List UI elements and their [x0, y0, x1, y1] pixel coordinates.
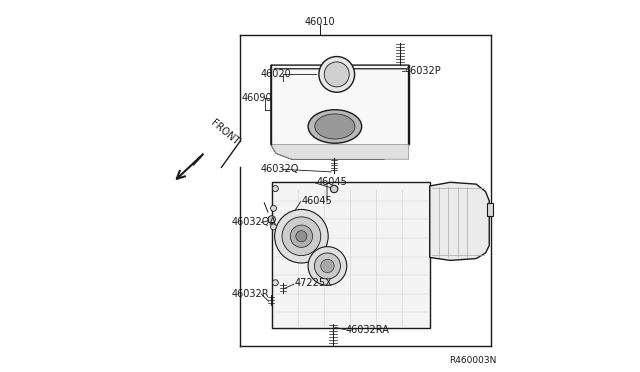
Text: 46045: 46045: [316, 177, 347, 187]
Circle shape: [275, 209, 328, 263]
Polygon shape: [271, 144, 408, 159]
Circle shape: [321, 259, 334, 273]
Circle shape: [291, 225, 312, 247]
Text: FRONT: FRONT: [209, 118, 241, 147]
Ellipse shape: [308, 110, 362, 143]
Text: 46032R: 46032R: [232, 289, 269, 299]
Circle shape: [296, 231, 307, 242]
Polygon shape: [271, 182, 429, 190]
Text: 46090: 46090: [242, 93, 273, 103]
Text: 47225X: 47225X: [294, 279, 332, 288]
Polygon shape: [429, 182, 489, 260]
Text: 46010: 46010: [305, 17, 335, 26]
Polygon shape: [488, 203, 493, 216]
Polygon shape: [271, 65, 408, 159]
Circle shape: [319, 57, 355, 92]
Circle shape: [268, 216, 275, 223]
Ellipse shape: [315, 114, 355, 139]
Text: 46045: 46045: [301, 196, 332, 206]
Text: 46032RA: 46032RA: [346, 326, 390, 335]
Text: R460003N: R460003N: [449, 356, 497, 365]
Circle shape: [271, 224, 276, 230]
Circle shape: [273, 280, 278, 286]
Polygon shape: [271, 182, 320, 328]
Circle shape: [282, 217, 321, 256]
Circle shape: [330, 185, 338, 193]
Circle shape: [271, 205, 276, 211]
Circle shape: [308, 247, 347, 285]
Text: 46020: 46020: [260, 69, 291, 78]
Circle shape: [324, 62, 349, 87]
Circle shape: [314, 253, 340, 279]
Text: 46032Q: 46032Q: [260, 164, 299, 174]
Text: 46032QA: 46032QA: [232, 218, 276, 227]
Polygon shape: [271, 182, 429, 328]
Circle shape: [273, 186, 278, 192]
Text: 46032P: 46032P: [405, 66, 442, 76]
